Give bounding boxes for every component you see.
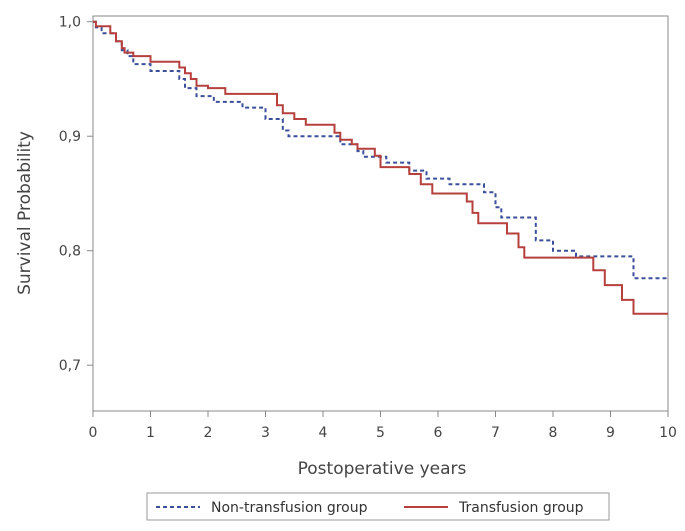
series-line-transfusion bbox=[93, 20, 668, 315]
x-tick-label: 9 bbox=[606, 425, 615, 441]
x-tick-label: 8 bbox=[549, 425, 558, 441]
x-tick-label: 7 bbox=[491, 425, 500, 441]
plot-frame bbox=[92, 15, 669, 412]
y-tick-label: 0,7 bbox=[59, 358, 81, 374]
x-tick-label: 4 bbox=[319, 425, 328, 441]
y-tick-label: 0,8 bbox=[59, 244, 81, 260]
x-axis-title: Postoperative years bbox=[298, 459, 467, 479]
series-line-non-transfusion bbox=[93, 20, 668, 280]
legend-label-transfusion: Transfusion group bbox=[458, 500, 584, 516]
x-tick-label: 5 bbox=[376, 425, 385, 441]
x-tick-label: 10 bbox=[659, 425, 677, 441]
legend-frame bbox=[146, 492, 610, 521]
y-tick-label: 1,0 bbox=[59, 15, 81, 31]
series-layer bbox=[93, 20, 668, 315]
x-tick-label: 0 bbox=[89, 425, 98, 441]
x-tick-label: 6 bbox=[434, 425, 443, 441]
y-axis-title: Survival Probability bbox=[15, 131, 35, 295]
x-tick-label: 1 bbox=[146, 425, 155, 441]
x-axis: 0 1 2 3 4 5 6 7 8 9 10 bbox=[89, 411, 677, 441]
x-tick-label: 2 bbox=[204, 425, 213, 441]
y-tick-label: 0,9 bbox=[59, 129, 81, 145]
legend: Non-transfusion group Transfusion group bbox=[146, 492, 610, 521]
legend-label-non-transfusion: Non-transfusion group bbox=[211, 500, 368, 516]
y-axis: 0,7 0,8 0,9 1,0 bbox=[59, 15, 93, 374]
x-tick-label: 3 bbox=[261, 425, 270, 441]
